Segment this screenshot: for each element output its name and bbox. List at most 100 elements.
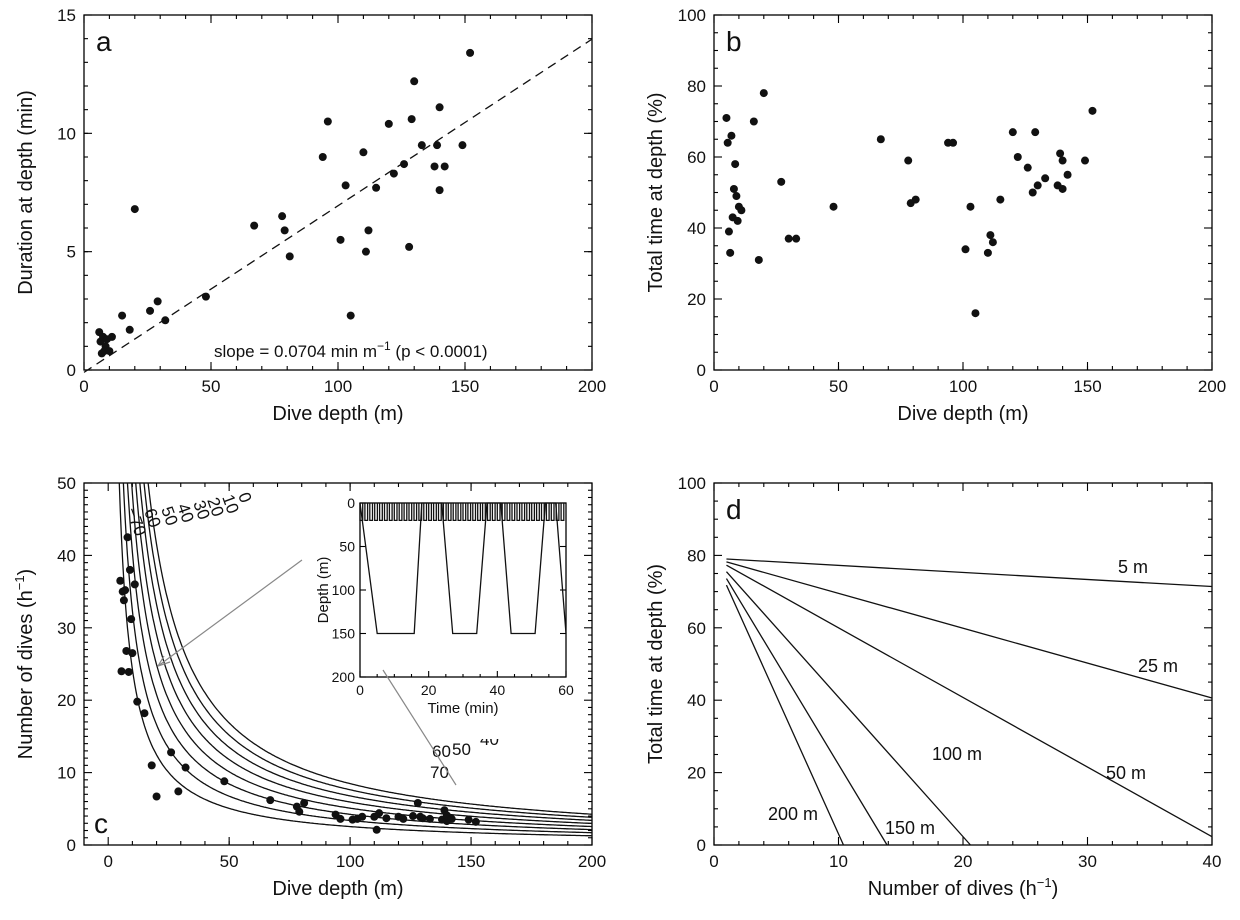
x-axis-title: Dive depth (m) bbox=[272, 878, 403, 900]
data-point bbox=[125, 565, 134, 574]
data-point bbox=[471, 817, 480, 826]
y-tick-label: 80 bbox=[687, 77, 706, 96]
contour-70 bbox=[118, 483, 592, 837]
data-point bbox=[435, 103, 444, 112]
data-point bbox=[130, 205, 139, 214]
data-point bbox=[961, 245, 970, 254]
data-point bbox=[336, 814, 345, 823]
data-point bbox=[723, 138, 732, 147]
panel-letter: c bbox=[94, 808, 108, 839]
data-point bbox=[105, 347, 114, 356]
data-point bbox=[128, 649, 137, 658]
y-tick-label: 40 bbox=[687, 691, 706, 710]
data-point bbox=[133, 697, 142, 706]
data-point bbox=[124, 667, 133, 676]
series-line bbox=[726, 558, 1213, 588]
inset-background bbox=[320, 495, 578, 739]
inset-deep-profile bbox=[359, 502, 567, 635]
data-point bbox=[408, 812, 417, 821]
series-label: 25 m bbox=[1138, 656, 1178, 676]
data-point bbox=[435, 186, 444, 195]
data-point bbox=[118, 311, 127, 320]
data-point bbox=[733, 216, 742, 225]
data-point bbox=[829, 202, 838, 211]
data-point bbox=[372, 825, 381, 834]
series-line bbox=[725, 584, 845, 846]
inset-y-tick-label: 50 bbox=[339, 539, 355, 555]
series-line bbox=[725, 578, 888, 846]
y-tick-label: 0 bbox=[67, 836, 76, 855]
data-point bbox=[971, 309, 980, 318]
data-point bbox=[153, 297, 162, 306]
contour-0 bbox=[147, 483, 592, 815]
data-point bbox=[372, 183, 381, 192]
data-point bbox=[988, 238, 997, 247]
y-tick-label: 100 bbox=[678, 474, 706, 493]
data-point bbox=[949, 138, 958, 147]
series-label: 50 m bbox=[1106, 763, 1146, 783]
x-tick-label: 100 bbox=[949, 377, 977, 396]
data-point bbox=[729, 184, 738, 193]
x-tick-label: 0 bbox=[709, 377, 718, 396]
contour-right-label: 60 bbox=[432, 742, 451, 761]
x-tick-label: 150 bbox=[457, 852, 485, 871]
inset-x-tick-label: 20 bbox=[421, 682, 437, 698]
inset-y-tick-label: 0 bbox=[347, 495, 355, 511]
y-tick-label: 0 bbox=[67, 361, 76, 380]
y-axis-title: Duration at depth (min) bbox=[15, 90, 37, 295]
data-point bbox=[295, 807, 304, 816]
contour-40 bbox=[131, 483, 592, 828]
series-line bbox=[726, 561, 1213, 699]
plot-frame bbox=[83, 14, 593, 371]
y-tick-label: 15 bbox=[57, 6, 76, 25]
data-point bbox=[201, 292, 210, 301]
data-point bbox=[167, 748, 176, 757]
x-tick-label: 0 bbox=[709, 852, 718, 871]
data-point bbox=[904, 156, 913, 165]
x-tick-label: 0 bbox=[103, 852, 112, 871]
data-point bbox=[1058, 184, 1067, 193]
data-point bbox=[250, 221, 259, 230]
data-point bbox=[1008, 128, 1017, 137]
y-tick-label: 5 bbox=[67, 243, 76, 262]
data-point bbox=[382, 814, 391, 823]
series-line bbox=[726, 564, 1213, 838]
data-point bbox=[1041, 174, 1050, 183]
data-point bbox=[323, 117, 332, 126]
data-point bbox=[876, 135, 885, 144]
contour-right-label: 50 bbox=[452, 740, 471, 759]
data-point bbox=[777, 177, 786, 186]
series-label: 100 m bbox=[932, 744, 982, 764]
data-point bbox=[737, 206, 746, 215]
contour-right-label: 70 bbox=[430, 763, 449, 782]
inset-x-title: Time (min) bbox=[427, 700, 498, 717]
y-tick-label: 0 bbox=[697, 836, 706, 855]
data-point bbox=[784, 234, 793, 243]
x-axis-title: Dive depth (m) bbox=[272, 403, 403, 425]
data-point bbox=[266, 796, 275, 805]
panel-b: 0 50 100 150 200 0 20 40 60 80 100 Dive depth (m) To… bbox=[645, 6, 1226, 425]
data-point bbox=[724, 227, 733, 236]
data-point bbox=[911, 195, 920, 204]
data-point bbox=[122, 646, 131, 655]
data-point bbox=[413, 799, 422, 808]
x-tick-label: 100 bbox=[336, 852, 364, 871]
x-tick-label: 40 bbox=[1203, 852, 1222, 871]
y-tick-label: 30 bbox=[57, 619, 76, 638]
inset-y-tick-label: 150 bbox=[332, 626, 356, 642]
data-point bbox=[146, 306, 155, 315]
y-tick-label: 100 bbox=[678, 6, 706, 25]
data-point bbox=[361, 247, 370, 256]
data-point bbox=[116, 576, 125, 585]
data-point bbox=[123, 533, 132, 542]
pointer-shallow bbox=[157, 559, 303, 667]
x-tick-label: 50 bbox=[202, 377, 221, 396]
data-point bbox=[407, 115, 416, 124]
slope-annotation: slope = 0.0704 min m−1 (p < 0.0001) bbox=[214, 339, 488, 361]
y-axis-title: Total time at depth (%) bbox=[645, 564, 667, 764]
pointer-deep bbox=[382, 669, 457, 786]
inset-x-tick-label: 40 bbox=[490, 682, 506, 698]
panel-letter: d bbox=[726, 494, 742, 525]
data-point bbox=[1033, 181, 1042, 190]
y-axis-title: Total time at depth (%) bbox=[645, 92, 667, 292]
